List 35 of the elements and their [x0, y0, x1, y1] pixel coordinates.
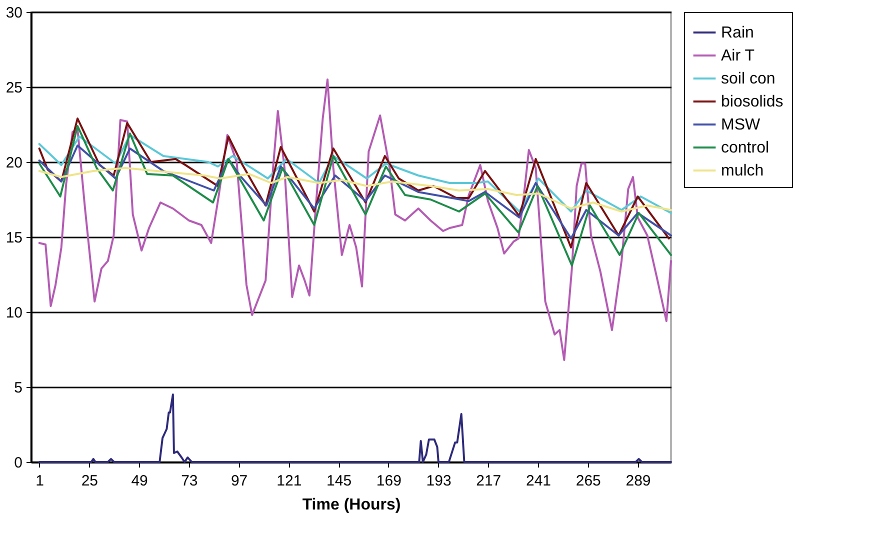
x-tick-label: 49	[131, 472, 148, 490]
y-tick-label: 20	[6, 154, 22, 172]
x-tick-label: 169	[376, 472, 402, 490]
line-series	[38, 167, 672, 212]
y-tick-label: 25	[6, 80, 22, 96]
y-tick-label: 15	[6, 230, 22, 246]
x-tick-label: 145	[326, 472, 352, 490]
line-series	[38, 78, 672, 361]
line-series	[38, 394, 672, 463]
y-tick-label: 5	[14, 380, 22, 396]
line-series	[38, 144, 672, 240]
x-axis-title: Time (Hours)	[302, 496, 401, 514]
y-tick-label: 0	[14, 454, 22, 472]
x-tick-label: 73	[181, 472, 198, 490]
x-tick-label: 1	[36, 472, 44, 490]
x-tick-label: 217	[476, 472, 502, 490]
legend-label: biosolids	[721, 94, 784, 110]
legend-label: soil con	[721, 70, 776, 88]
legend-label: control	[721, 140, 770, 156]
legend-label: Rain	[721, 24, 754, 42]
x-tick-label: 193	[426, 472, 452, 490]
line-series	[38, 134, 672, 214]
line-series	[38, 118, 670, 248]
x-tick-label: 265	[576, 472, 601, 490]
legend-label: MSW	[721, 116, 761, 134]
x-tick-label: 121	[276, 472, 302, 490]
legend-label: Air T	[721, 48, 755, 64]
x-tick-label: 241	[526, 472, 552, 490]
x-tick-label: 289	[626, 472, 651, 490]
legend-label: mulch	[721, 162, 764, 180]
y-tick-label: 10	[6, 304, 22, 322]
x-tick-label: 97	[230, 472, 248, 490]
y-tick-label: 30	[6, 4, 22, 22]
x-tick-label: 25	[81, 472, 98, 490]
line-series	[38, 125, 672, 266]
